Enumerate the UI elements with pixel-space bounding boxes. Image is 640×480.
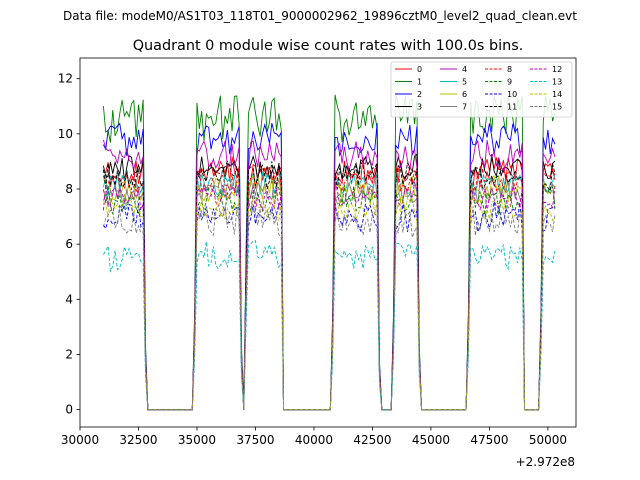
y-tick-label: 2 <box>65 347 73 361</box>
y-tick-label: 10 <box>58 127 73 141</box>
x-offset-label: +2.972e8 <box>516 455 575 469</box>
x-tick-label: 37500 <box>236 433 274 447</box>
legend-label: 9 <box>507 78 512 87</box>
x-axis-ticks: 30000 32500 35000 37500 40000 42500 45000 47500… <box>61 427 567 447</box>
x-tick-label: 40000 <box>295 433 333 447</box>
legend-label: 7 <box>462 103 467 112</box>
x-tick-label: 32500 <box>119 433 157 447</box>
legend-label: 8 <box>507 65 512 74</box>
legend-label: 4 <box>462 65 467 74</box>
legend-label: 2 <box>417 90 422 99</box>
y-tick-label: 0 <box>65 403 73 417</box>
y-tick-label: 8 <box>65 182 73 196</box>
series-layer <box>102 92 556 411</box>
x-tick-label: 47500 <box>470 433 508 447</box>
chart-title: Quadrant 0 module wise count rates with … <box>133 38 524 54</box>
x-tick-label: 45000 <box>412 433 450 447</box>
axes-frame <box>79 57 577 428</box>
legend-label: 13 <box>552 78 562 87</box>
x-tick-label: 42500 <box>353 433 391 447</box>
legend-label: 14 <box>552 90 562 99</box>
legend-label: 15 <box>552 103 562 112</box>
legend-label: 12 <box>552 65 562 74</box>
y-tick-label: 4 <box>65 292 73 306</box>
legend-label: 6 <box>462 90 467 99</box>
y-tick-label: 6 <box>65 237 73 251</box>
x-tick-label: 30000 <box>61 433 99 447</box>
series-line-9 <box>102 184 556 411</box>
series-line-14 <box>103 193 556 411</box>
legend-label: 5 <box>462 78 467 87</box>
figure-suptitle: Data file: modeM0/AS1T03_118T01_90000029… <box>63 9 577 23</box>
series-line-15 <box>102 205 556 411</box>
legend-label: 10 <box>507 90 517 99</box>
legend-label: 11 <box>507 103 517 112</box>
y-axis-ticks: 0 2 4 6 8 10 12 <box>58 72 80 417</box>
legend-label: 1 <box>417 78 422 87</box>
x-tick-label: 50000 <box>529 433 567 447</box>
legend-label: 3 <box>417 103 422 112</box>
y-tick-label: 12 <box>58 72 73 86</box>
legend-frame <box>390 61 573 118</box>
x-tick-label: 35000 <box>178 433 216 447</box>
legend-label: 0 <box>417 65 422 74</box>
